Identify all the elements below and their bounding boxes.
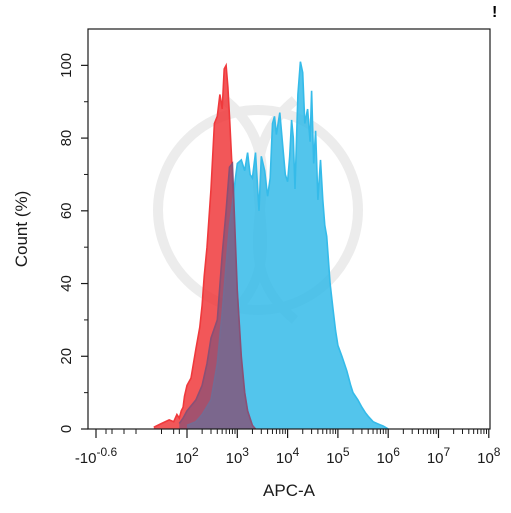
x-tick-label-0: -10-0.6	[75, 445, 118, 467]
series-layer	[153, 61, 389, 430]
y-tick-label-20: 20	[58, 348, 75, 365]
x-tick-label-2: 103	[226, 445, 250, 467]
x-tick-label-3: 104	[276, 445, 300, 467]
y-tick-label-0: 0	[58, 425, 75, 433]
x-axis: -10-0.6 102 103 104 105 106 107 108	[75, 429, 501, 467]
y-axis: 0 20 40 60 80 100	[58, 53, 88, 433]
x-tick-label-6: 107	[427, 445, 451, 467]
series-2-area	[179, 163, 256, 429]
series-2-line	[178, 161, 257, 430]
x-tick-label-7: 108	[477, 445, 501, 467]
x-tick-label-4: 105	[326, 445, 350, 467]
x-tick-label-5: 106	[377, 445, 401, 467]
x-tick-label-1: 102	[175, 445, 199, 467]
y-tick-label-100: 100	[58, 53, 75, 78]
series-1-line	[186, 61, 389, 430]
y-axis-title: Count (%)	[12, 191, 31, 268]
y-tick-label-40: 40	[58, 275, 75, 292]
y-tick-label-80: 80	[58, 130, 75, 147]
corner-mark: !	[492, 4, 498, 21]
x-axis-title: APC-A	[263, 481, 316, 500]
plot-frame	[87, 28, 491, 430]
y-tick-label-60: 60	[58, 202, 75, 219]
